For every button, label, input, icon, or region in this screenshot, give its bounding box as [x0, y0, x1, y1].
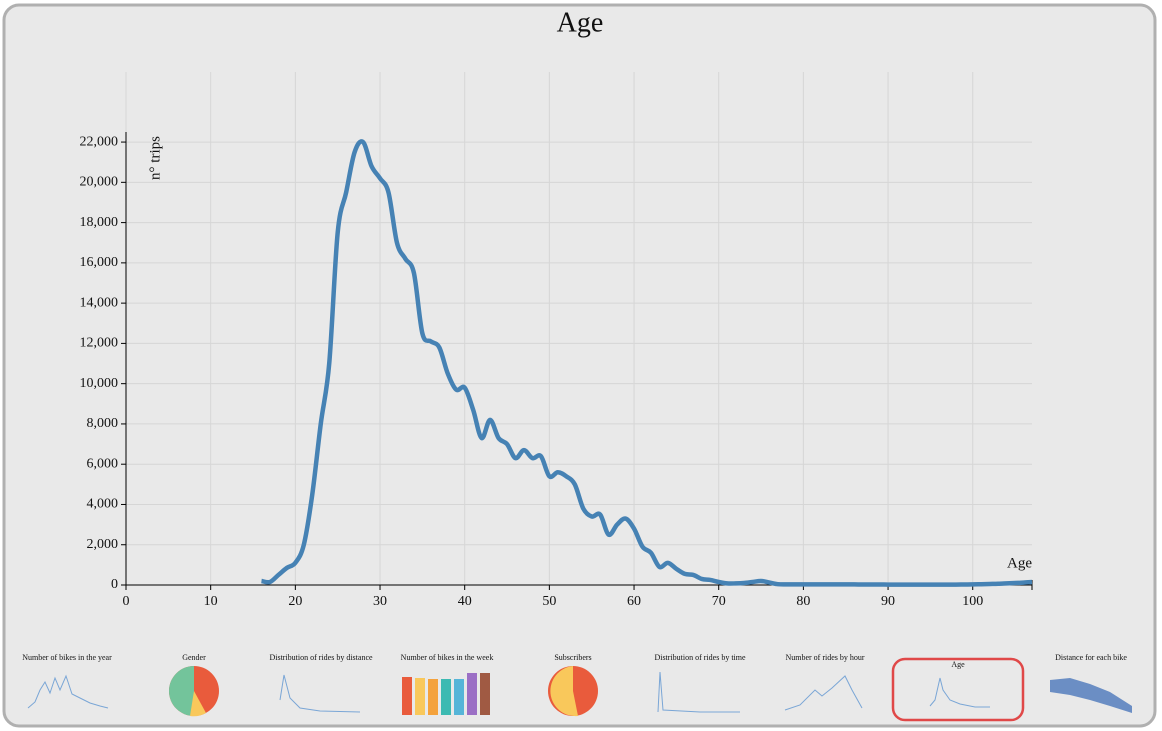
y-tick-label: 10,000: [80, 376, 119, 391]
thumb-icon: [784, 675, 863, 711]
thumbnail-row: Number of bikes in the year Gender Distrib…: [22, 653, 1132, 722]
y-tick-label: 4,000: [87, 497, 119, 512]
y-tick-label: 12,000: [80, 336, 119, 351]
x-tick-label: 90: [881, 594, 895, 609]
thumbnail-title: Number of bikes in the week: [401, 653, 494, 662]
thumb-icon: [1050, 678, 1132, 713]
thumbnail-title: Age: [951, 660, 965, 669]
x-tick-label: 100: [962, 594, 983, 609]
y-tick-label: 22,000: [80, 134, 119, 149]
thumbnail-title: Subscribers: [554, 653, 591, 662]
x-tick-label: 10: [204, 594, 218, 609]
y-tick-label: 14,000: [80, 295, 119, 310]
y-tick-label: 20,000: [80, 175, 119, 190]
panel: [2, 3, 1157, 728]
thumb-icon: [190, 691, 206, 717]
thumbnail-title: Distribution of rides by time: [654, 653, 746, 662]
x-tick-label: 70: [712, 594, 726, 609]
thumbnail-title: Distribution of rides by distance: [269, 653, 373, 662]
data-line: [261, 139, 1033, 587]
thumb-icon: [657, 671, 740, 713]
thumbnail-title: Distance for each bike: [1055, 653, 1127, 662]
x-tick-label: 50: [542, 594, 556, 609]
x-tick-label: 0: [123, 594, 130, 609]
x-tick-label: 40: [458, 594, 472, 609]
y-tick-label: 6,000: [87, 456, 119, 471]
thumb-icon: [279, 674, 361, 713]
x-tick-label: 30: [373, 594, 387, 609]
x-tick-label: 20: [288, 594, 302, 609]
x-tick-label: 80: [796, 594, 810, 609]
x-axis-label: Age: [1007, 555, 1032, 571]
thumbnail-title: Number of bikes in the year: [22, 653, 112, 662]
y-tick-label: 8,000: [87, 416, 119, 431]
y-tick-label: 18,000: [80, 215, 119, 230]
y-tick-label: 0: [111, 577, 118, 592]
y-tick-label: 16,000: [80, 255, 119, 270]
thumb-icon: [402, 673, 490, 715]
thumb-icon: [929, 677, 990, 708]
thumb-icon: [550, 666, 578, 717]
x-tick-label: 60: [627, 594, 641, 609]
selected-highlight: [891, 657, 1025, 722]
y-axis-label: n° trips: [147, 136, 163, 180]
thumbnail-title: Number of rides by hour: [785, 653, 864, 662]
y-tick-label: 2,000: [87, 537, 119, 552]
thumbnail-title: Gender: [182, 653, 206, 662]
thumb-icon: [27, 674, 109, 709]
thumb-icon: [169, 666, 194, 716]
chart-title: Age: [557, 7, 604, 38]
